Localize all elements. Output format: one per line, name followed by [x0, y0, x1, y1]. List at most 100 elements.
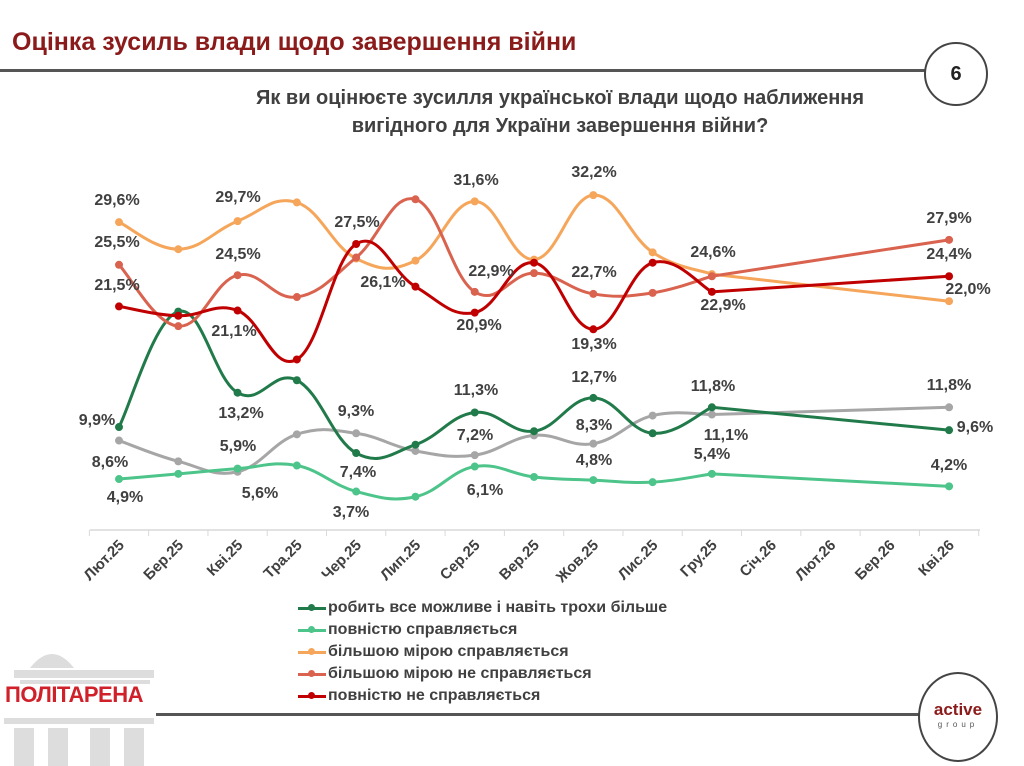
data-label: 9,3%	[338, 403, 374, 420]
legend-label: більшою мірою не справляється	[328, 665, 592, 682]
x-tick-label: Кві.25	[204, 537, 247, 580]
data-point	[233, 464, 242, 473]
legend-label: робить все можливе і навіть трохи більше	[328, 599, 668, 616]
data-label: 4,2%	[931, 457, 967, 474]
data-label: 24,6%	[690, 244, 735, 261]
data-point	[470, 308, 479, 317]
data-label: 26,1%	[360, 274, 405, 291]
series-line-3	[118, 193, 950, 303]
data-label: 27,9%	[926, 210, 971, 227]
page-number: 6	[924, 42, 988, 106]
legend-swatch	[298, 648, 326, 655]
data-point	[945, 403, 954, 412]
x-tick-label: Вер.25	[496, 537, 543, 584]
legend-swatch	[298, 670, 326, 677]
data-point	[292, 430, 301, 439]
series-line-1	[117, 309, 950, 460]
data-point	[174, 245, 183, 254]
data-label: 25,5%	[94, 234, 139, 251]
data-label: 11,8%	[691, 378, 735, 395]
data-label: 32,2%	[571, 164, 616, 181]
data-label: 27,5%	[334, 214, 379, 231]
x-tick-label: Кві.26	[915, 537, 958, 580]
data-point	[470, 287, 479, 296]
data-label: 21,5%	[94, 277, 139, 294]
data-point	[174, 457, 183, 466]
data-point	[352, 429, 361, 438]
data-label: 9,6%	[957, 419, 993, 436]
legend-label: більшою мірою справляється	[328, 643, 569, 660]
legend-item: робить все можливе і навіть трохи більше	[298, 597, 667, 619]
x-tick-label: Бер.25	[140, 537, 187, 584]
data-point	[115, 423, 123, 432]
data-label: 8,3%	[576, 417, 612, 434]
data-point	[589, 439, 598, 448]
legend-item: більшою мірою не справляється	[298, 663, 667, 685]
data-point	[115, 218, 123, 227]
legend-item: повністю не справляється	[298, 685, 667, 707]
data-label: 6,1%	[467, 482, 503, 499]
data-point	[707, 410, 716, 419]
x-tick-label: Лис.25	[615, 537, 662, 584]
data-point	[648, 478, 657, 487]
data-point	[530, 472, 539, 481]
data-label: 22,9%	[700, 297, 745, 314]
data-point	[292, 293, 301, 302]
data-point	[411, 256, 420, 265]
data-point	[174, 469, 183, 478]
data-point	[411, 446, 420, 455]
data-point	[352, 240, 361, 248]
data-point	[945, 272, 954, 281]
x-tick-label: Лют.26	[792, 537, 839, 584]
data-point	[470, 197, 479, 206]
legend-item: повністю справляється	[298, 619, 667, 641]
group-logo-word: group	[937, 720, 979, 729]
data-point	[292, 355, 301, 364]
data-label: 31,6%	[453, 172, 498, 189]
x-tick-label: Тра.25	[260, 537, 305, 582]
data-point	[411, 282, 420, 291]
data-point	[233, 217, 242, 226]
legend-label: повністю справляється	[328, 621, 518, 638]
data-label: 5,6%	[242, 485, 278, 502]
data-label: 12,7%	[571, 369, 616, 386]
data-point	[411, 492, 420, 501]
data-point	[945, 297, 954, 306]
data-point	[292, 461, 301, 470]
data-point	[352, 253, 361, 262]
legend: робить все можливе і навіть трохи більше…	[298, 597, 667, 707]
title-divider	[0, 69, 925, 72]
data-label: 11,1%	[704, 427, 748, 444]
data-label: 29,7%	[215, 189, 260, 206]
data-point	[530, 427, 539, 436]
data-point	[707, 403, 716, 412]
parliament-building-logo	[4, 654, 154, 766]
x-tick-label: Бер.26	[852, 537, 899, 584]
data-point	[174, 311, 183, 320]
data-point	[233, 306, 242, 315]
data-point	[707, 469, 716, 478]
data-point	[945, 235, 954, 244]
data-point	[648, 429, 657, 438]
slide-title: Оцінка зусиль влади щодо завершення війн…	[12, 28, 577, 56]
data-point	[945, 426, 954, 435]
footer-divider	[156, 713, 926, 716]
x-tick-label: Жов.25	[552, 537, 602, 587]
data-point	[589, 289, 598, 298]
data-point	[530, 258, 539, 267]
data-label: 7,2%	[457, 427, 493, 444]
data-point	[648, 258, 657, 267]
data-label: 5,9%	[220, 438, 256, 455]
data-label: 4,8%	[576, 452, 612, 469]
data-point	[115, 260, 123, 269]
data-point	[589, 393, 598, 402]
data-point	[411, 440, 420, 449]
data-label: 11,8%	[927, 377, 971, 394]
data-label: 24,5%	[215, 246, 260, 263]
data-point	[648, 248, 657, 257]
data-label: 22,0%	[945, 281, 990, 298]
data-label: 3,7%	[333, 504, 369, 521]
data-point	[589, 191, 598, 200]
data-point	[352, 449, 361, 458]
